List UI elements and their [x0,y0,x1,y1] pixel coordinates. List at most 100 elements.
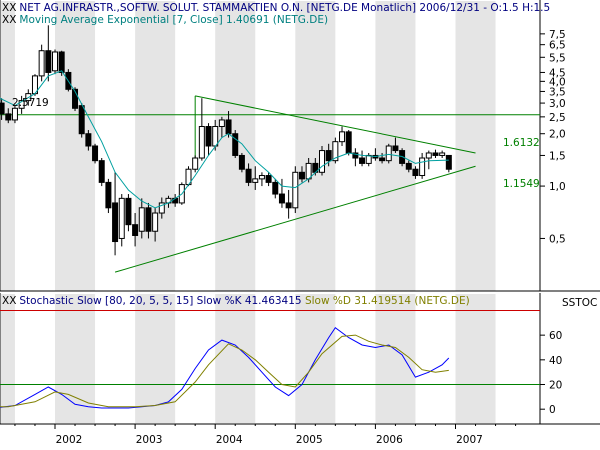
candle-body-up [52,51,58,72]
candle-body-up [192,157,199,170]
candle-body-down [125,197,132,226]
stochastic-tick-label: 20 [549,380,562,392]
year-label: 2004 [216,434,243,446]
candle-body-up [11,107,18,121]
candle-body-down [132,224,139,236]
price-tick-label: 2,0 [549,129,566,141]
stochastic-d-line [0,334,449,408]
candle-body-up [158,202,165,214]
candle-body-down [5,113,12,121]
year-stripe-stochastic [135,294,176,423]
price-tick-label: 2,5 [549,112,566,124]
stochastic-panel-frame [0,293,600,425]
price-tick-label: 3,5 [549,86,566,98]
stochastic-tick-label: 60 [549,330,562,342]
candle-body-down [105,181,112,209]
year-stripes [1,1,496,423]
upper-trendline-label: 1.6132 [503,137,540,149]
trendline [195,95,476,154]
candle-body-down [379,157,386,162]
candle-body-down [145,207,152,232]
candle-body-down [352,152,359,159]
candle-body-down [359,157,366,164]
candle-body-down [72,88,79,109]
price-tick-label: 6,5 [549,40,566,52]
candle-body-down [405,162,412,170]
stochastic-axis: 60 40 20 0 [0,309,562,416]
candle-body-down [445,154,452,170]
year-stripe-price [455,1,496,291]
year-stripe-price [135,1,176,291]
candle-body-up [332,141,339,162]
stochastic-label: XX Stochastic Slow [80, 20, 5, 5, 15] Slo… [2,295,470,307]
year-label: 2003 [136,434,163,446]
year-stripe-price [1,1,15,291]
candle-body-down [272,181,279,195]
candle-body-down [232,133,239,156]
candle-body-up [138,207,145,232]
candle-body-up [218,119,225,128]
year-stripe-stochastic [215,294,256,423]
moving-average-layer [0,70,449,209]
year-stripe-stochastic [55,294,96,423]
price-tick-label: 7,5 [549,29,566,41]
candle-body-down [245,168,252,183]
candle-body-down [432,152,439,156]
price-tick-label: 1,5 [549,150,566,162]
trendline [114,165,476,273]
stochastic-tick-label: 40 [549,355,562,367]
candle-body-down [238,154,245,170]
candle-body-up [319,150,325,173]
date-axis: 2002 2003 2004 2005 2006 2007 [14,424,517,446]
stochastic-tick-label: 0 [549,404,556,416]
candle-body-up [252,178,259,183]
year-stripe-stochastic [1,294,15,423]
candle-body-down [412,168,419,177]
candle-body-up [419,157,426,177]
candle-body-down [92,145,99,162]
chart-title: XX NET AG.INFRASTR.,SOFTW. SOLUT. STAMMAK… [2,2,550,14]
moving-average-label: XX Moving Average Exponential [7, Close] … [2,14,328,26]
candle-body-down [345,131,352,154]
price-tick-label: 4,5 [549,67,566,79]
candle-body-down [225,119,232,135]
candle-body-down [112,202,119,243]
candle-body-down [85,133,92,147]
price-panel-frame [0,0,600,292]
candle-body-up [258,175,265,180]
candle-body-up [118,197,125,239]
price-tick-label: 1,0 [549,181,566,193]
year-stripe-price [295,1,336,291]
lower-trendline-label: 1.1549 [503,178,540,190]
price-tick-label: 4,0 [549,76,566,88]
candle-body-down [0,102,5,115]
candle-body-down [392,145,399,152]
year-stripe-stochastic [375,294,416,423]
candle-body-down [58,51,65,73]
reference-lines [0,95,540,273]
moving-average-line [0,70,449,209]
year-label: 2002 [56,434,83,446]
year-label: 2005 [296,434,323,446]
candle-body-down [265,175,272,183]
candle-body-up [292,171,299,209]
candle-body-up [18,100,25,109]
price-axis: 7,56,55,5 4,54,03,53,0 2,5 2,0 1,5 1,0 0,5 [540,29,566,245]
year-label: 2006 [376,434,403,446]
candle-body-up [212,126,219,147]
candle-body-up [439,152,446,156]
price-tick-label: 0,5 [549,233,566,245]
candle-body-down [325,150,332,162]
candle-body-down [285,202,292,209]
price-tick-label: 3,0 [549,98,566,110]
stochastic-series [0,326,450,409]
price-tick-label: 5,5 [549,52,566,64]
candle-body-up [152,212,159,232]
stochastic-k-line [0,326,450,409]
candle-body-down [98,160,105,183]
candle-body-up [38,50,45,77]
candle-body-down [278,193,285,204]
candlestick-series [0,25,452,256]
candle-body-down [45,50,52,73]
